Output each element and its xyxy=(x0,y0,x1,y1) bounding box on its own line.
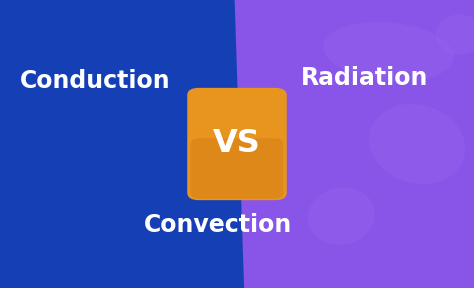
Text: Convection: Convection xyxy=(144,213,292,237)
Ellipse shape xyxy=(436,14,474,55)
FancyBboxPatch shape xyxy=(187,88,287,200)
Text: VS: VS xyxy=(213,128,261,160)
Text: Conduction: Conduction xyxy=(19,69,170,93)
FancyBboxPatch shape xyxy=(191,138,283,199)
Text: Radiation: Radiation xyxy=(301,66,428,90)
Polygon shape xyxy=(0,0,244,288)
Ellipse shape xyxy=(369,104,465,184)
Ellipse shape xyxy=(323,22,454,82)
Ellipse shape xyxy=(308,187,374,245)
